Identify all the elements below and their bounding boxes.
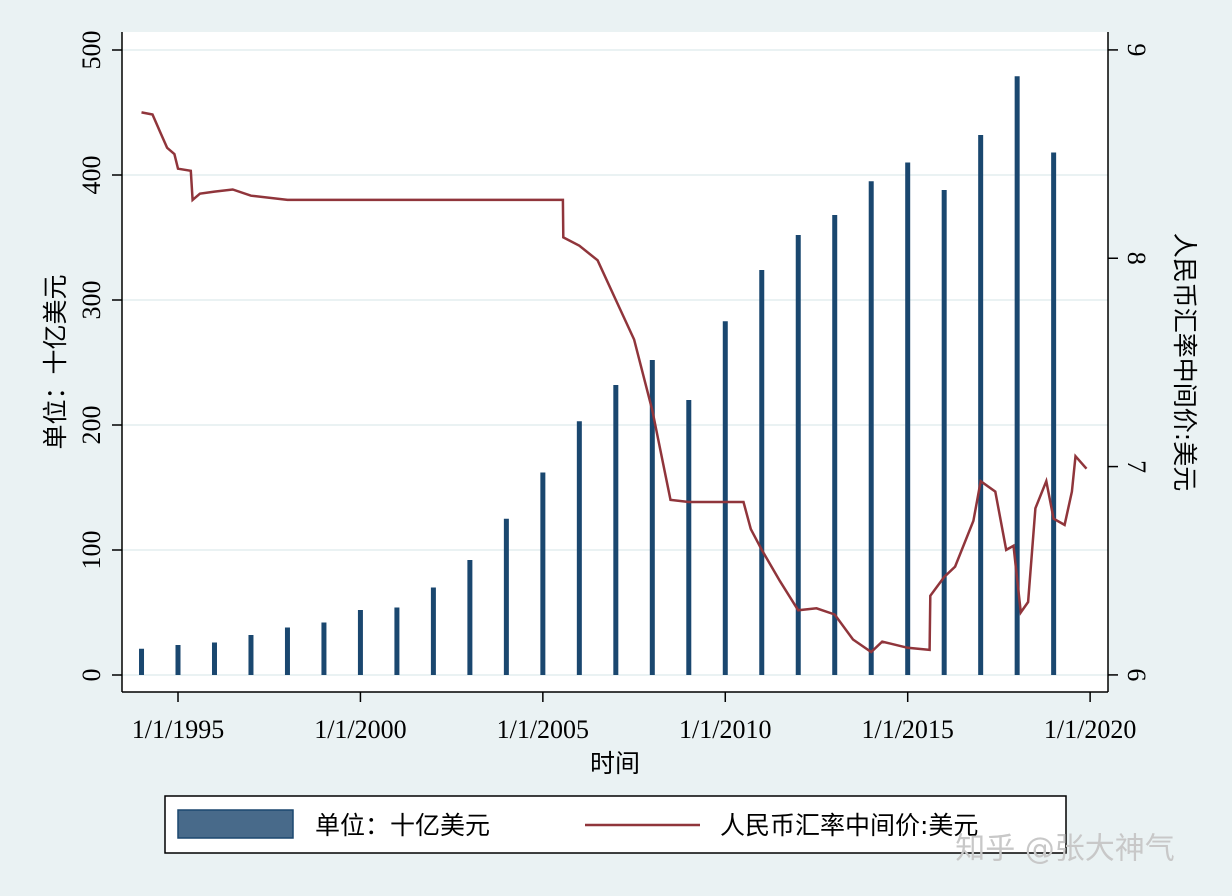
y-tick-label: 400 [77, 156, 106, 195]
x-tick-label: 1/1/2000 [314, 715, 406, 744]
bar [978, 135, 984, 675]
bar [868, 181, 874, 675]
legend-swatch [177, 809, 294, 839]
y-axis-title: 单位：十亿美元 [41, 274, 70, 449]
y-tick-label: 100 [77, 531, 106, 570]
y2-tick-label: 8 [1122, 252, 1151, 265]
bar [1014, 76, 1020, 675]
legend-label: 单位：十亿美元 [315, 811, 490, 840]
bar [613, 385, 619, 675]
x-tick-label: 1/1/1995 [132, 715, 224, 744]
bar [430, 587, 436, 675]
bar [795, 235, 801, 675]
bar [394, 607, 400, 675]
y-tick-label: 200 [77, 406, 106, 445]
y2-tick-label: 6 [1122, 668, 1151, 681]
bar [832, 215, 838, 675]
bar [321, 622, 327, 675]
y2-axis-title: 人民币汇率中间价:美元 [1170, 233, 1199, 491]
bar [759, 270, 765, 675]
bar [1051, 152, 1057, 675]
bar [175, 645, 181, 675]
bar [686, 400, 692, 675]
x-tick-label: 1/1/2010 [679, 715, 771, 744]
bar [576, 421, 582, 675]
y-tick-label: 500 [77, 31, 106, 70]
bar [248, 635, 254, 675]
bar [540, 472, 546, 675]
bar [649, 360, 655, 675]
bar [284, 627, 290, 675]
line [141, 111, 1088, 654]
x-tick-label: 1/1/2005 [497, 715, 589, 744]
bar [722, 321, 728, 675]
bar [211, 642, 217, 675]
bar [941, 190, 947, 675]
bar [905, 162, 911, 675]
x-tick-label: 1/1/2015 [861, 715, 953, 744]
watermark: 知乎 @张大神气 [955, 832, 1175, 867]
bar [503, 518, 509, 675]
legend-label: 人民币汇率中间价:美元 [720, 811, 978, 840]
bar [357, 610, 363, 675]
y2-tick-label: 9 [1122, 43, 1151, 56]
bar [139, 648, 145, 675]
y-tick-label: 300 [77, 281, 106, 320]
y-tick-label: 0 [77, 669, 106, 682]
bar [467, 560, 473, 675]
y2-tick-label: 7 [1122, 460, 1151, 473]
x-axis-title: 时间 [590, 749, 640, 778]
x-tick-label: 1/1/2020 [1044, 715, 1136, 744]
